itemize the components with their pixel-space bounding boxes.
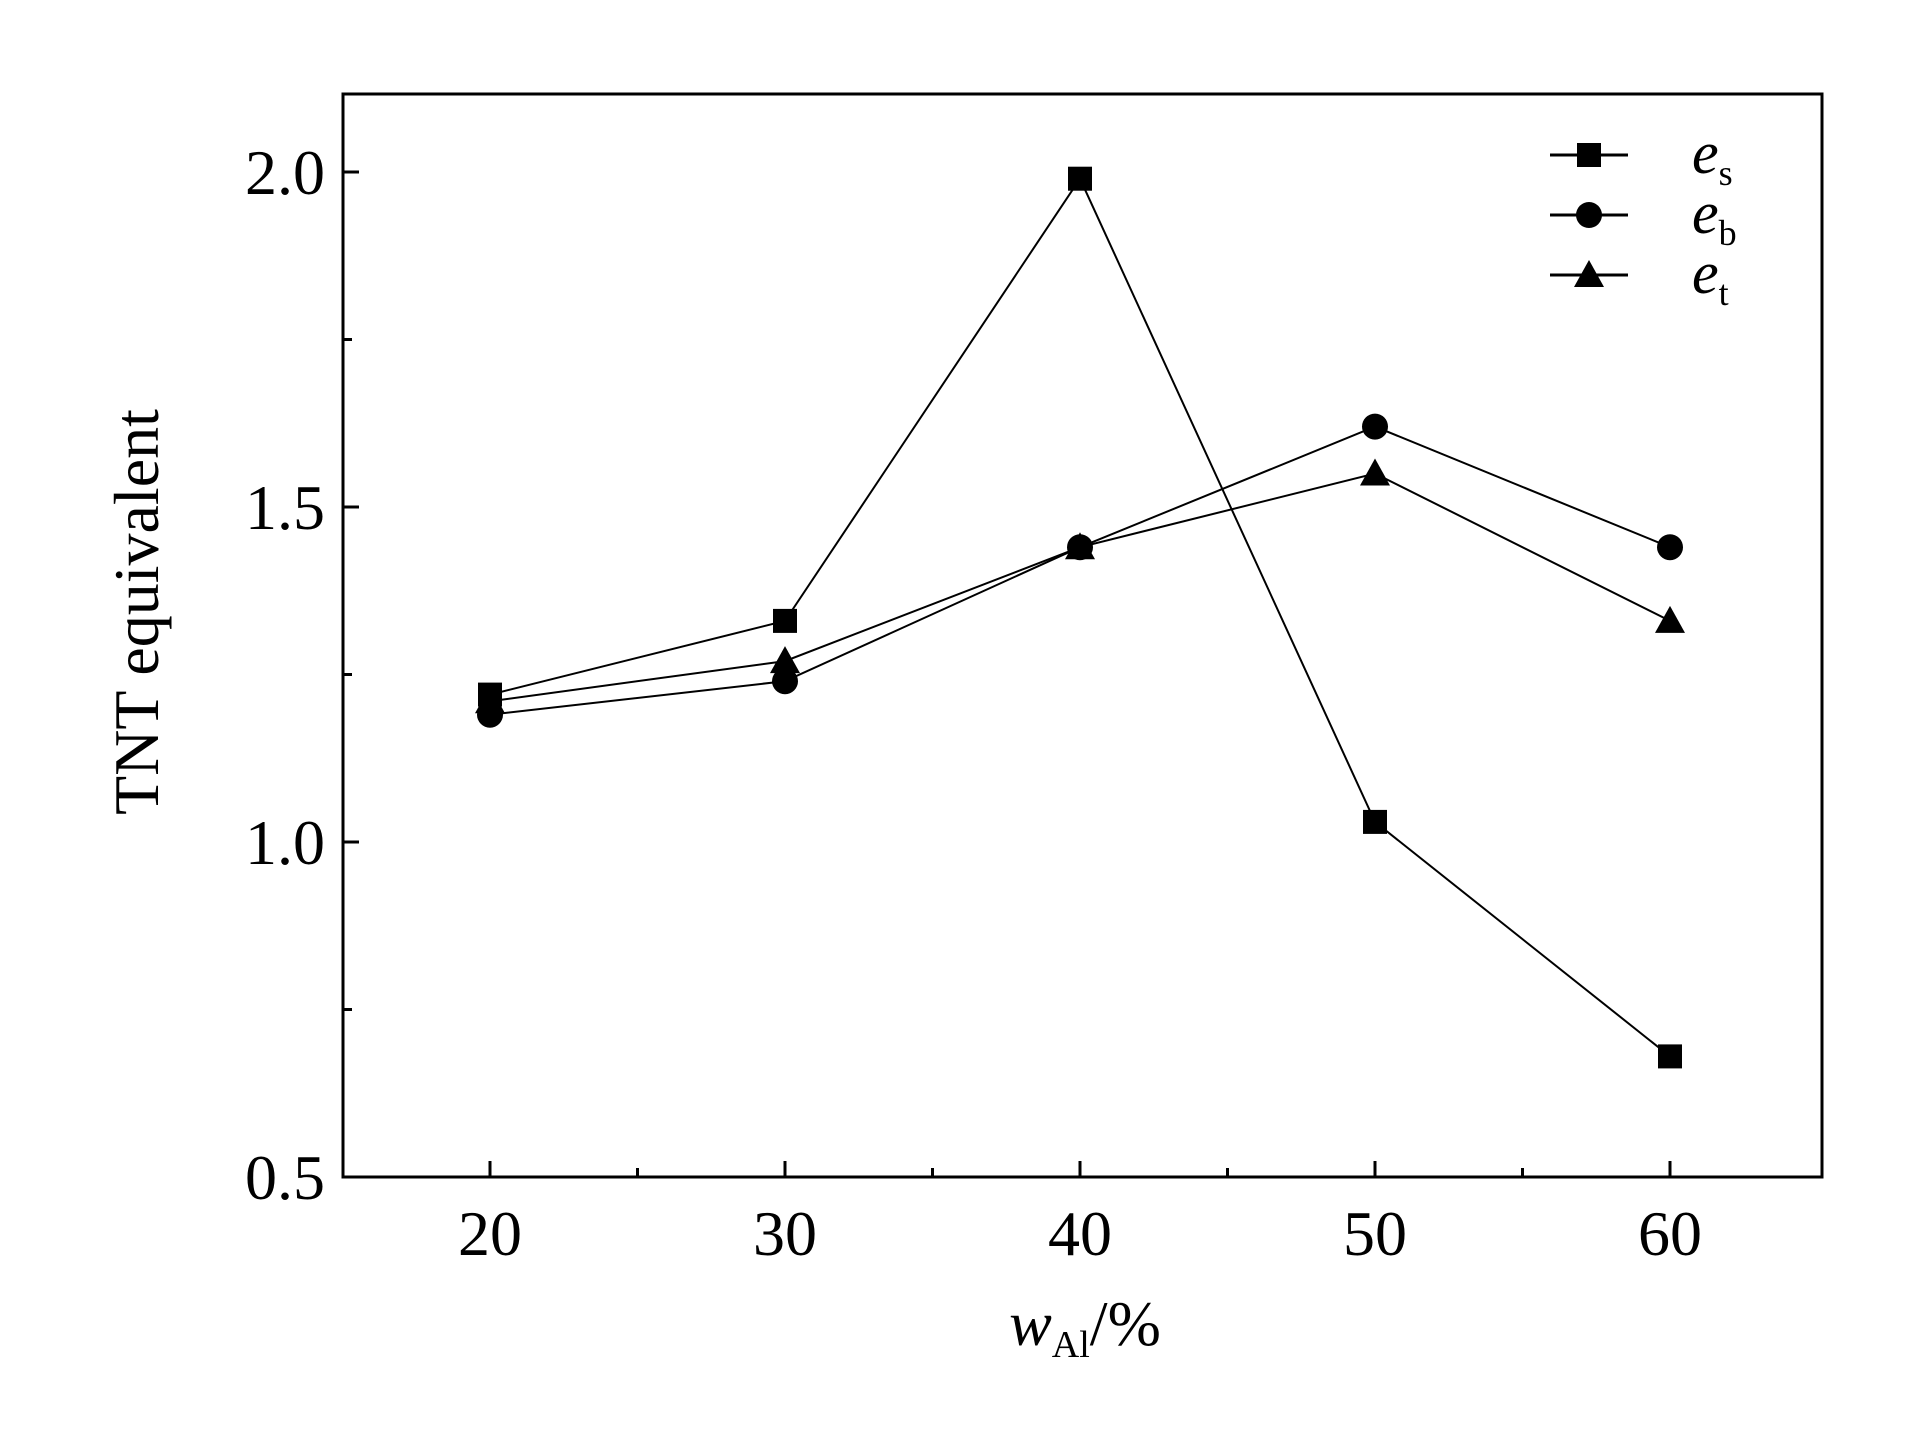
y-tick-label: 0.5: [245, 1142, 325, 1213]
data-point-et-50: [1360, 458, 1390, 486]
series-et: [475, 458, 1685, 714]
plot-frame: [341, 92, 1824, 1179]
data-point-et-30: [770, 646, 800, 674]
data-point-es-50: [1363, 809, 1387, 834]
legend-marker-circle: [1576, 202, 1602, 228]
data-point-eb-30: [772, 668, 798, 695]
legend-label-main: e: [1692, 240, 1719, 306]
data-point-es-60: [1658, 1044, 1682, 1069]
data-point-es-30: [773, 608, 797, 633]
data-point-et-20: [475, 686, 505, 714]
data-point-et-60: [1655, 605, 1685, 633]
data-point-es-40: [1068, 166, 1092, 191]
legend-item-eb: eb: [1550, 180, 1737, 253]
legend-label-main: e: [1692, 180, 1719, 246]
legend-item-et: et: [1550, 240, 1729, 313]
data-point-eb-50: [1362, 413, 1388, 440]
axis-ticks: [343, 170, 1672, 1179]
legend-label: es: [1692, 120, 1733, 193]
x-tick-label: 50: [1343, 1198, 1407, 1269]
legend-item-es: es: [1550, 120, 1733, 193]
axis-tick-labels: 20 30 40 50 60 0.5 1.0 1.5 2.0: [245, 137, 1702, 1269]
legend-label-sub: s: [1719, 153, 1733, 193]
legend-label-main: e: [1692, 120, 1719, 186]
series-line-et: [489, 472, 1671, 703]
series-line-eb: [489, 425, 1671, 716]
legend-label: eb: [1692, 180, 1737, 253]
y-axis-title: TNT equivalent: [101, 409, 172, 815]
y-tick-label: 2.0: [245, 137, 325, 208]
x-axis-title: wAl/%: [1009, 1288, 1161, 1366]
x-tick-label: 20: [458, 1198, 522, 1269]
series-eb: [477, 413, 1683, 728]
series-layer: [475, 166, 1685, 1069]
x-tick-label: 40: [1048, 1198, 1112, 1269]
legend-label-sub: b: [1719, 213, 1737, 253]
legend-label-sub: t: [1719, 273, 1729, 313]
x-tick-label: 30: [753, 1198, 817, 1269]
series-es: [478, 166, 1682, 1069]
legend-label: et: [1692, 240, 1729, 313]
legend-marker-triangle: [1574, 260, 1604, 287]
x-axis-title-main: w: [1009, 1288, 1052, 1359]
y-tick-label: 1.5: [245, 472, 325, 543]
legend-marker-square: [1577, 143, 1601, 167]
y-tick-label: 1.0: [245, 807, 325, 878]
series-line-es: [489, 176, 1671, 1058]
x-axis-title-suffix: /%: [1090, 1288, 1161, 1359]
data-point-eb-60: [1657, 534, 1683, 561]
data-point-et-40: [1065, 532, 1095, 560]
x-axis-title-sub: Al: [1052, 1324, 1090, 1366]
x-tick-label: 60: [1638, 1198, 1702, 1269]
